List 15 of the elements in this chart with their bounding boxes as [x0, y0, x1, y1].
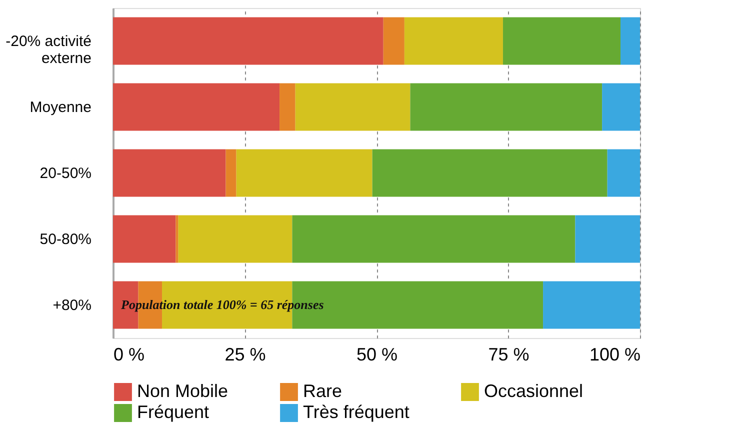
- legend-label: Rare: [303, 381, 342, 401]
- legend-label: Non Mobile: [137, 381, 228, 401]
- y-tick-label: Moyenne: [30, 99, 92, 116]
- x-tick-label: 100 %: [589, 344, 640, 364]
- y-tick-label: 20-50%: [40, 165, 92, 182]
- legend-label: Fréquent: [137, 402, 210, 422]
- x-tick-label: 0 %: [114, 344, 145, 364]
- y-tick-label: 50-80%: [40, 231, 92, 248]
- legend-label: Très fréquent: [303, 402, 410, 422]
- x-tick-label: 25 %: [224, 344, 266, 364]
- y-tick-label: -20% activité externe: [6, 33, 92, 67]
- y-tick-label: +80%: [52, 297, 92, 314]
- x-tick-label: 75 %: [488, 344, 530, 364]
- legend-label: Occasionnel: [484, 381, 584, 401]
- x-tick-label: 50 %: [356, 344, 398, 364]
